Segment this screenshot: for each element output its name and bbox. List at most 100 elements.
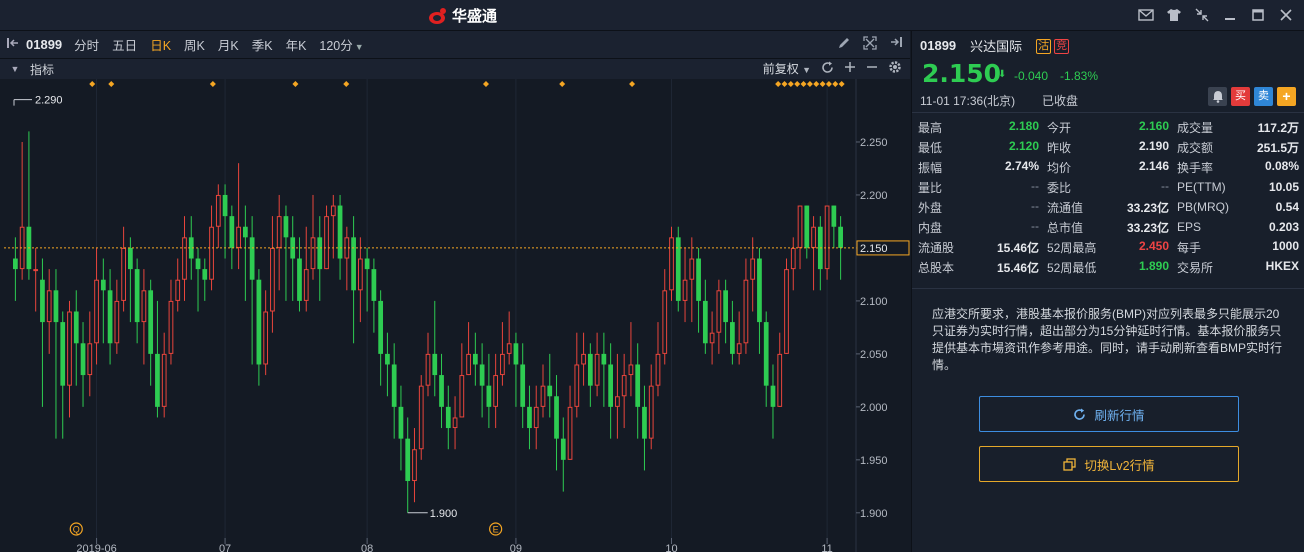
candle-body — [148, 290, 154, 354]
stat-value: 2.450 — [1138, 238, 1169, 253]
candle-body — [364, 258, 370, 270]
candle-body — [506, 343, 512, 354]
candle-body — [100, 279, 106, 291]
candle-body — [838, 226, 843, 248]
stat-cell: 换手率 0.08% — [1169, 159, 1299, 176]
period-tab-quarterly[interactable]: 季K — [251, 39, 273, 53]
indicator-label[interactable]: 指标 — [30, 62, 55, 77]
candle-body — [757, 258, 762, 323]
candle-body — [155, 353, 160, 407]
candle-body — [642, 406, 647, 439]
candle-body — [80, 343, 86, 376]
stat-cell: 量比 -- — [918, 179, 1039, 196]
candle-body — [459, 375, 465, 418]
reload-icon[interactable] — [821, 61, 834, 77]
candle-body — [716, 290, 722, 333]
dividend-marker — [343, 81, 350, 87]
stat-value: 0.203 — [1268, 220, 1299, 234]
dividend-marker — [787, 81, 794, 87]
maximize-icon[interactable] — [1246, 4, 1270, 26]
candle-body — [276, 216, 282, 248]
stat-cell: 52周最高 2.450 — [1039, 239, 1169, 256]
buy-button[interactable]: 买 — [1231, 87, 1250, 106]
zoom-out-icon[interactable] — [866, 61, 878, 76]
stat-cell: PE(TTM) 10.05 — [1169, 180, 1299, 194]
dividend-marker — [775, 81, 782, 87]
expand-panel-icon[interactable] — [888, 36, 904, 53]
refresh-quote-button[interactable]: 刷新行情 — [979, 396, 1239, 432]
stat-label: 均价 — [1047, 160, 1072, 175]
sell-button[interactable]: 卖 — [1254, 87, 1273, 106]
candle-body — [520, 364, 526, 407]
period-tab-weekly[interactable]: 周K — [184, 39, 205, 53]
period-tab-intraday[interactable]: 分时 — [74, 39, 100, 53]
candle-body — [804, 205, 810, 248]
candle-body — [330, 205, 336, 217]
candle-body — [107, 290, 113, 344]
period-tab-5day[interactable]: 五日 — [112, 39, 138, 53]
candle-body — [784, 269, 789, 354]
fullscreen-icon[interactable] — [862, 36, 878, 53]
candle-body — [128, 247, 133, 270]
candle-body — [351, 237, 356, 291]
candle-body — [696, 258, 701, 301]
minimize-icon[interactable] — [1218, 4, 1242, 26]
indicator-bar: ▼ 指标 前复权 ▼ — [0, 59, 910, 79]
stat-value: 33.23亿 — [1126, 200, 1169, 215]
stat-label: PB(MRQ) — [1177, 200, 1229, 214]
stat-cell: 委比 -- — [1039, 179, 1169, 196]
divider — [912, 112, 1304, 113]
settings-gear-icon[interactable] — [888, 60, 902, 77]
candle-body — [527, 406, 532, 429]
add-watchlist-button[interactable]: + — [1277, 87, 1296, 106]
stat-cell: 成交量 117.2万 — [1169, 119, 1299, 136]
pen-icon[interactable] — [836, 36, 852, 53]
dividend-marker — [781, 81, 788, 87]
kline-chart[interactable]: 2.250 2.200 2.150 2.100 2.050 2.000 1.950 1.900… — [0, 79, 910, 552]
period-tab-monthly[interactable]: 月K — [217, 39, 239, 53]
candle-body — [283, 216, 289, 238]
stat-row: 外盘 -- 流通值 33.23亿 PB(MRQ) 0.54 — [918, 197, 1302, 217]
y-tick-label: 2.100 — [860, 296, 888, 308]
dividend-marker — [89, 81, 96, 87]
indicator-tools: 前复权 ▼ — [763, 60, 902, 77]
candle-body — [378, 300, 384, 354]
candle-body — [628, 364, 634, 376]
candle-body — [797, 205, 803, 248]
chevron-down-icon: ▼ — [802, 65, 811, 75]
indicator-toggle-icon[interactable]: ▼ — [10, 64, 20, 74]
stat-cell: 52周最低 1.890 — [1039, 259, 1169, 276]
shrink-icon[interactable] — [1190, 4, 1214, 26]
stat-cell: 交易所 HKEX — [1169, 259, 1299, 276]
collapse-panel-icon[interactable] — [0, 37, 26, 52]
stat-label: 总股本 — [918, 260, 955, 275]
candle-body — [188, 237, 194, 259]
last-price: 2.150 — [922, 59, 1002, 88]
period-tab-daily[interactable]: 日K — [150, 39, 172, 53]
close-icon[interactable] — [1274, 4, 1298, 26]
candle-body — [270, 247, 275, 312]
y-tick-label: 2.000 — [860, 402, 888, 414]
shirt-icon[interactable] — [1162, 4, 1186, 26]
candle-body — [303, 269, 309, 301]
alert-bell-button[interactable] — [1208, 87, 1227, 106]
adjust-dropdown[interactable]: 前复权 ▼ — [763, 60, 811, 77]
event-marker: Q — [69, 522, 83, 536]
candle-body — [324, 216, 329, 270]
candle-body — [574, 364, 580, 407]
switch-lv2-button[interactable]: 切换Lv2行情 — [979, 446, 1239, 482]
stat-label: 最低 — [918, 140, 943, 155]
candle-body — [60, 322, 66, 386]
candle-body — [168, 300, 174, 354]
stat-cell: 每手 1000 — [1169, 239, 1299, 256]
candle-body — [202, 269, 208, 280]
period-tab-yearly[interactable]: 年K — [285, 39, 307, 53]
candle-body — [418, 385, 424, 450]
period-dropdown[interactable]: 120分 ▼ — [319, 35, 363, 54]
candle-body — [689, 258, 695, 280]
dividend-marker — [825, 81, 832, 87]
zoom-in-icon[interactable] — [844, 61, 856, 76]
kline-chart-svg[interactable]: 2.250 2.200 2.150 2.100 2.050 2.000 1.950 1.900… — [0, 79, 910, 552]
stat-value: 2.146 — [1138, 158, 1169, 173]
mail-icon[interactable] — [1134, 4, 1158, 26]
